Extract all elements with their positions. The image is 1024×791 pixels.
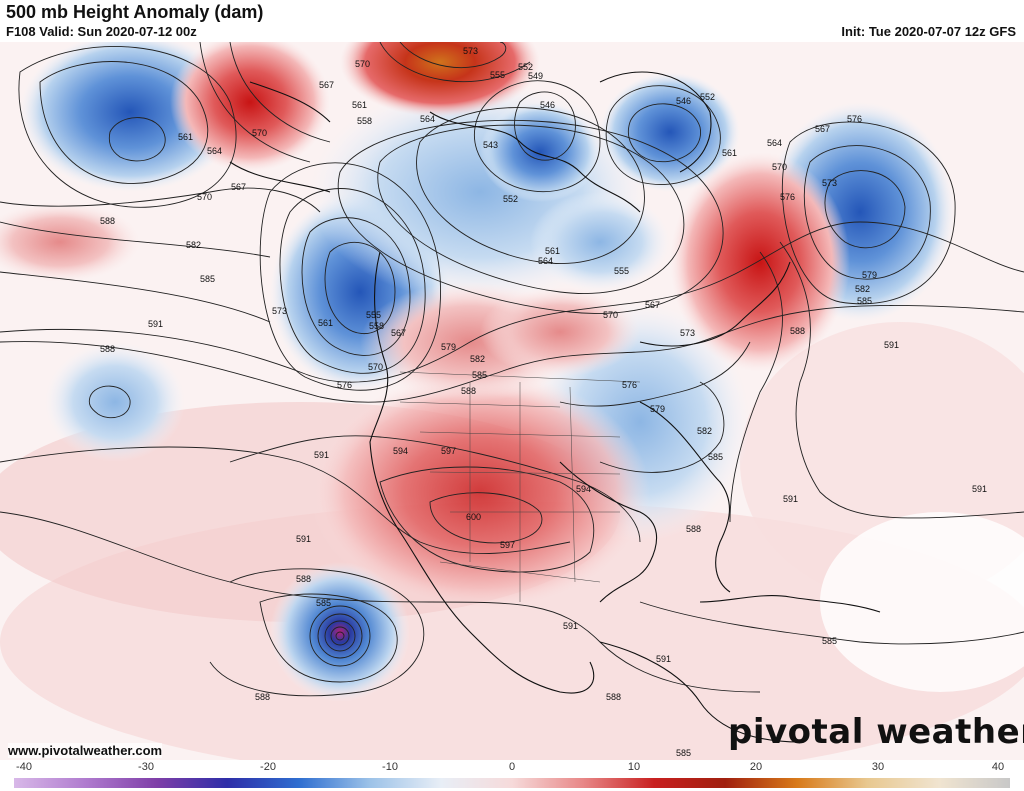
- colorbar-tick: -40: [16, 761, 32, 773]
- contour-labels: 573 570 567 561 564 558 555 552 549 546 …: [100, 46, 987, 758]
- contour-label: 588: [461, 386, 476, 396]
- colorbar-tick: 40: [991, 761, 1005, 773]
- contour-label: 588: [686, 524, 701, 534]
- contour-label: 588: [100, 344, 115, 354]
- colorbar-tick: 30: [871, 761, 885, 773]
- contour-label: 552: [518, 62, 533, 72]
- contour-label: 573: [680, 328, 695, 338]
- contour-label: 564: [767, 138, 782, 148]
- contour-label: 591: [656, 654, 671, 664]
- contour-label: 567: [815, 124, 830, 134]
- contour-label: 585: [316, 598, 331, 608]
- contour-label: 573: [272, 306, 287, 316]
- contour-label: 552: [700, 92, 715, 102]
- contour-label: 555: [490, 70, 505, 80]
- contour-label: 576: [780, 192, 795, 202]
- contour-label: 591: [783, 494, 798, 504]
- contour-label: 558: [357, 116, 372, 126]
- contour-label: 570: [772, 162, 787, 172]
- init-time: Init: Tue 2020-07-07 12z GFS: [841, 24, 1016, 39]
- colorbar: [14, 778, 1010, 788]
- contour-label: 543: [483, 140, 498, 150]
- contour-label: 588: [606, 692, 621, 702]
- contour-label: 567: [319, 80, 334, 90]
- contour-label: 567: [391, 328, 406, 338]
- colorbar-tick: -30: [138, 761, 154, 773]
- contour-label: 564: [420, 114, 435, 124]
- contour-label: 555: [366, 310, 381, 320]
- contour-label: 579: [862, 270, 877, 280]
- website-url: www.pivotalweather.com: [8, 743, 163, 758]
- contour-label: 585: [200, 274, 215, 284]
- contour-label: 552: [503, 194, 518, 204]
- contour-label: 597: [441, 446, 456, 456]
- map-title: 500 mb Height Anomaly (dam): [6, 2, 264, 22]
- contour-label: 585: [676, 748, 691, 758]
- contour-label: 573: [463, 46, 478, 56]
- contour-label: 561: [318, 318, 333, 328]
- contour-label: 564: [207, 146, 222, 156]
- contour-label: 555: [614, 266, 629, 276]
- contour-label: 576: [847, 114, 862, 124]
- contour-label: 561: [722, 148, 737, 158]
- anomaly-map: 573 570 567 561 564 558 555 552 549 546 …: [0, 42, 1024, 760]
- contour-label: 588: [100, 216, 115, 226]
- contour-label: 591: [884, 340, 899, 350]
- contour-label: 570: [197, 192, 212, 202]
- contour-label: 585: [708, 452, 723, 462]
- contour-label: 585: [472, 370, 487, 380]
- contour-label: 582: [470, 354, 485, 364]
- colorbar-tick: -10: [382, 761, 398, 773]
- contour-label: 576: [622, 380, 637, 390]
- contour-label: 546: [540, 100, 555, 110]
- contour-label: 594: [393, 446, 408, 456]
- contour-label: 570: [603, 310, 618, 320]
- contour-label: 582: [855, 284, 870, 294]
- contour-label: 561: [352, 100, 367, 110]
- header: 500 mb Height Anomaly (dam) F108 Valid: …: [0, 0, 1024, 42]
- colorbar-ticks: -40 -30 -20 -10 0 10 20 30 40: [0, 761, 1024, 777]
- valid-time: F108 Valid: Sun 2020-07-12 00z: [6, 24, 197, 39]
- contour-label: 561: [178, 132, 193, 142]
- colorbar-tick: -20: [260, 761, 276, 773]
- contour-label: 549: [528, 71, 543, 81]
- contour-label: 591: [296, 534, 311, 544]
- colorbar-tick: 0: [508, 761, 516, 773]
- contour-label: 582: [697, 426, 712, 436]
- contour-label: 591: [563, 621, 578, 631]
- contour-label: 570: [355, 59, 370, 69]
- contour-label: 567: [645, 300, 660, 310]
- brand-logo: pivotal weather: [728, 712, 1024, 752]
- contour-label: 570: [252, 128, 267, 138]
- contour-label: 567: [231, 182, 246, 192]
- contour-label: 585: [822, 636, 837, 646]
- contour-label: 558: [369, 321, 384, 331]
- contour-label: 597: [500, 540, 515, 550]
- contour-label: 585: [857, 296, 872, 306]
- contour-label: 570: [368, 362, 383, 372]
- contour-label: 576: [337, 380, 352, 390]
- contour-label: 573: [822, 178, 837, 188]
- contour-label: 594: [576, 484, 591, 494]
- contour-label: 591: [314, 450, 329, 460]
- contour-label: 591: [148, 319, 163, 329]
- contour-label: 588: [255, 692, 270, 702]
- contour-label: 600: [466, 512, 481, 522]
- contour-label: 591: [972, 484, 987, 494]
- contour-label: 579: [650, 404, 665, 414]
- contour-label: 546: [676, 96, 691, 106]
- colorbar-tick: 20: [749, 761, 763, 773]
- contour-label: 564: [538, 256, 553, 266]
- contour-label: 588: [296, 574, 311, 584]
- contour-label: 579: [441, 342, 456, 352]
- contour-label: 588: [790, 326, 805, 336]
- contour-label: 561: [545, 246, 560, 256]
- contour-label: 582: [186, 240, 201, 250]
- colorbar-tick: 10: [627, 761, 641, 773]
